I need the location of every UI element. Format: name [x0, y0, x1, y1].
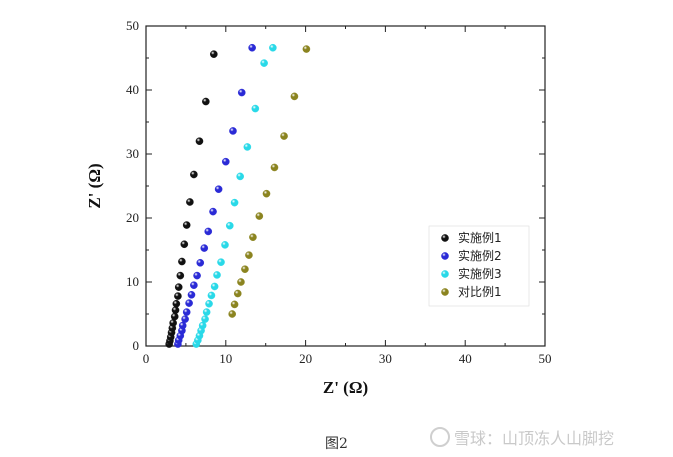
legend-label: 对比例1 [458, 285, 502, 299]
data-point [193, 271, 201, 280]
series-4 [228, 45, 311, 318]
data-point [182, 308, 191, 316]
data-point [171, 306, 180, 314]
y-tick-label: 50 [126, 18, 139, 33]
data-point [230, 300, 239, 309]
data-point [178, 321, 187, 330]
y-tick-label: 40 [126, 82, 139, 97]
data-point [202, 308, 211, 316]
data-point [182, 221, 191, 229]
data-point [269, 43, 277, 52]
data-point [213, 271, 221, 279]
data-point [241, 265, 249, 274]
x-tick-label: 10 [219, 351, 232, 366]
watermark: 雪球：山顶冻人山脚挖 [430, 424, 670, 450]
data-point [190, 281, 198, 290]
data-point [229, 127, 237, 135]
data-point [228, 310, 236, 318]
series-2 [174, 43, 256, 348]
y-tick-label: 0 [133, 338, 140, 353]
data-point [172, 299, 181, 308]
data-point [201, 315, 209, 323]
y-tick-label: 20 [126, 210, 139, 225]
legend-label: 实施例2 [458, 248, 502, 263]
x-tick-label: 40 [459, 351, 472, 366]
series-1 [165, 50, 218, 348]
data-point [245, 251, 253, 259]
data-point [205, 299, 213, 308]
legend-marker [441, 234, 449, 242]
data-point [233, 289, 242, 298]
y-axis-label: Z' (Ω) [85, 163, 104, 208]
data-point [230, 198, 239, 207]
data-point [255, 212, 264, 220]
data-point [178, 257, 186, 266]
data-point [174, 292, 182, 300]
data-point [260, 59, 268, 67]
data-point [290, 92, 299, 101]
data-point [169, 319, 177, 327]
data-point [210, 50, 218, 58]
data-point [196, 258, 205, 267]
data-point [198, 321, 207, 330]
x-axis-label: Z' (Ω) [323, 378, 368, 397]
data-point [214, 185, 223, 193]
data-point [185, 299, 193, 307]
legend-marker [441, 252, 449, 260]
data-point [237, 88, 246, 97]
legend-marker [441, 288, 449, 296]
data-point [202, 97, 210, 106]
data-point [221, 157, 230, 166]
data-point [302, 45, 311, 53]
series-3 [192, 43, 277, 348]
x-tick-label: 20 [299, 351, 312, 366]
data-point [210, 282, 219, 291]
y-tick-label: 30 [126, 146, 139, 161]
data-point [209, 207, 217, 216]
legend-label: 实施例1 [458, 230, 502, 245]
data-point [170, 312, 179, 321]
data-point [195, 137, 204, 145]
x-tick-label: 0 [143, 351, 150, 366]
data-point [249, 233, 257, 241]
data-point [176, 271, 185, 280]
legend: 实施例1 实施例2 实施例3 对比例1 [428, 225, 530, 307]
data-point [262, 189, 271, 198]
data-point [200, 244, 209, 252]
data-point [221, 241, 229, 249]
data-point [251, 104, 260, 113]
data-point [236, 172, 244, 181]
data-point [248, 43, 256, 52]
data-point [207, 291, 216, 300]
data-point [204, 227, 213, 236]
data-point [243, 143, 252, 151]
legend-label: 实施例3 [458, 266, 502, 281]
snowball-logo-icon [430, 427, 450, 447]
data-point [186, 198, 194, 206]
data-point [270, 163, 279, 172]
data-point [190, 170, 198, 179]
data-point [180, 240, 189, 249]
data-point [237, 278, 245, 286]
watermark-text: 雪球：山顶冻人山脚挖 [454, 429, 615, 448]
data-point [225, 221, 234, 230]
x-tick-label: 50 [539, 351, 552, 366]
y-tick-label: 10 [126, 274, 139, 289]
legend-marker [441, 270, 449, 278]
data-point [280, 132, 288, 140]
figure-caption: 图2 [325, 436, 348, 452]
data-point [174, 283, 183, 291]
data-point [217, 258, 225, 266]
data-point [187, 290, 196, 299]
data-point [181, 315, 189, 323]
x-tick-label: 30 [379, 351, 392, 366]
